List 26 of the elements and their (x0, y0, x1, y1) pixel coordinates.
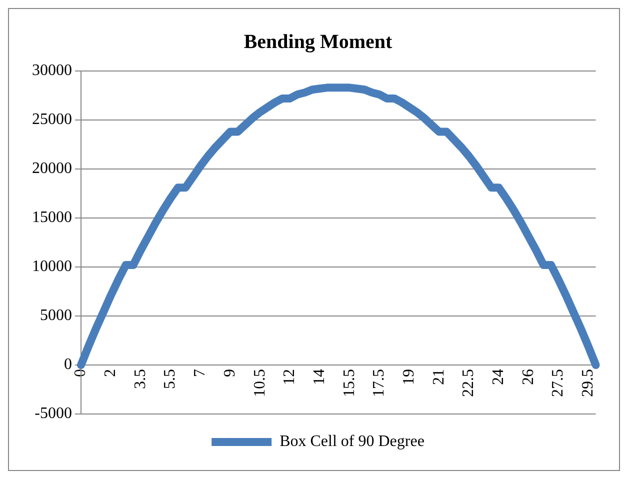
x-tick-label: 24 (490, 369, 508, 385)
x-tick-label: 21 (430, 369, 448, 385)
y-tick-label: 5000 (40, 307, 72, 324)
x-tick-label: 12 (281, 369, 298, 385)
x-tick-label: 2 (102, 369, 120, 377)
x-tick-label: 9 (221, 369, 238, 377)
y-tick-label: 30000 (32, 62, 72, 80)
x-tick-label: 26 (520, 369, 537, 385)
y-tick-label: 10000 (32, 258, 72, 276)
y-tick-label: 15000 (32, 209, 72, 226)
x-tick-label: 15.5 (340, 369, 358, 397)
x-tick-label: 22.5 (460, 369, 478, 397)
x-tick-label: 7 (192, 369, 209, 377)
y-tick-label: -5000 (34, 405, 72, 422)
chart-title: Bending Moment (244, 31, 393, 54)
x-tick-label: 5.5 (162, 369, 179, 389)
x-tick-label: 17.5 (370, 369, 388, 397)
x-tick-label: 3.5 (132, 369, 149, 389)
x-tick-label: 27.5 (550, 369, 567, 397)
y-tick-label: 25000 (32, 111, 72, 128)
x-tick-label: 10.5 (251, 369, 268, 397)
x-tick-label: 19 (400, 369, 418, 385)
y-tick-label: 20000 (32, 160, 72, 178)
x-tick-label: 14 (310, 369, 328, 385)
legend-label: Box Cell of 90 Degree (280, 433, 424, 450)
x-tick-label: 29.5 (580, 369, 597, 397)
